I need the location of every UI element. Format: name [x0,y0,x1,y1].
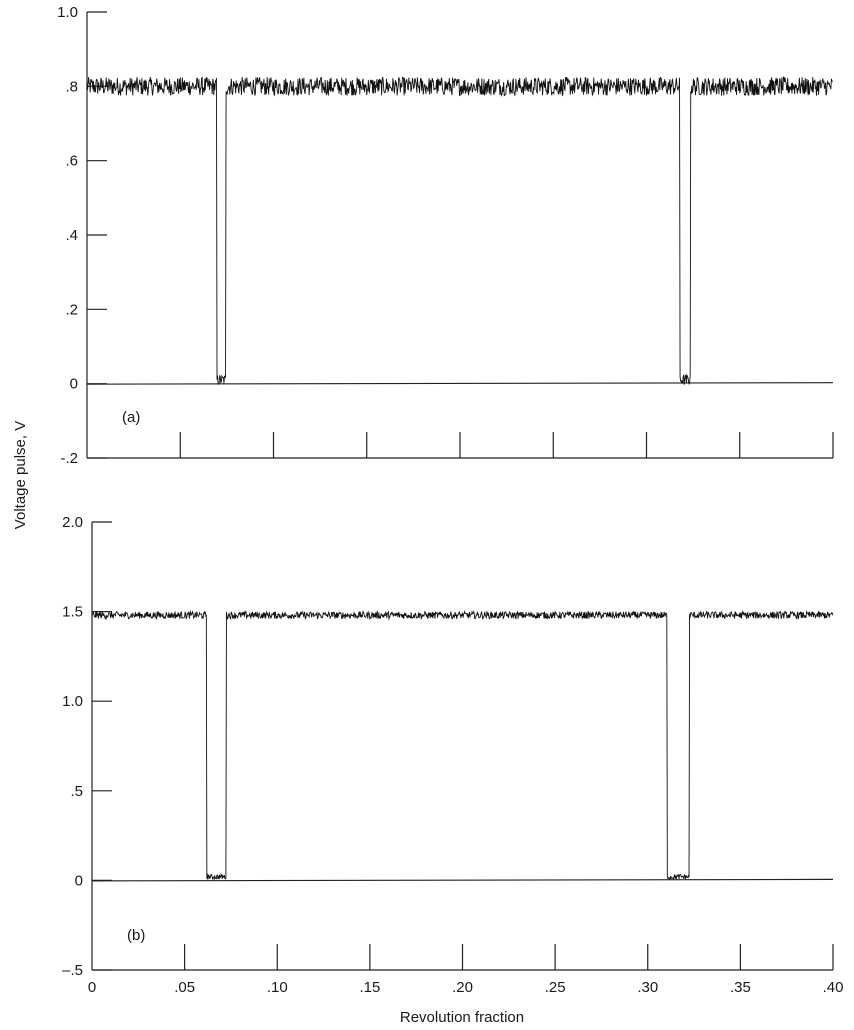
x-tick-label: .35 [730,979,751,996]
y-tick-label: .6 [65,153,78,170]
y-axis-title: Voltage pulse, V [12,421,29,529]
panel-label: (b) [127,927,145,944]
zero-line [91,878,834,882]
panel-b: 2.0 1.5 1.0 .5 0 –.5 0 .05 .10 .15 .20 .25 .30 .35 .40… [62,514,843,996]
panel-label: (a) [122,409,140,426]
panel-a: 1.0 .8 .6 .4 .2 0 -.2 (a) [57,4,834,467]
y-tick-label: .5 [70,783,83,800]
y-tick-label: 1.5 [62,604,83,621]
y-tick-label: –.5 [62,962,83,979]
signal-trace [91,610,834,881]
y-tick-label: 0 [70,376,78,393]
x-tick-label: .05 [174,979,195,996]
x-tick-label: .25 [545,979,566,996]
y-tick-label: .4 [65,227,78,244]
x-axis-title: Revolution fraction [400,1009,524,1026]
y-tick-label: 1.0 [57,4,78,21]
x-tick-label: .20 [452,979,473,996]
y-tick-label: 1.0 [62,693,83,710]
x-tick-label: .30 [637,979,658,996]
x-tick-label: .40 [823,979,844,996]
y-tick-label: .8 [65,78,78,95]
signal-trace [86,76,834,386]
x-tick-label: 0 [88,979,96,996]
y-tick-label: 2.0 [62,514,83,531]
x-tick-label: .15 [359,979,380,996]
y-tick-label: -.2 [60,450,78,467]
zero-line [86,382,834,385]
x-tick-label: .10 [267,979,288,996]
y-tick-label: .2 [65,301,78,318]
y-tick-label: 0 [75,872,83,889]
